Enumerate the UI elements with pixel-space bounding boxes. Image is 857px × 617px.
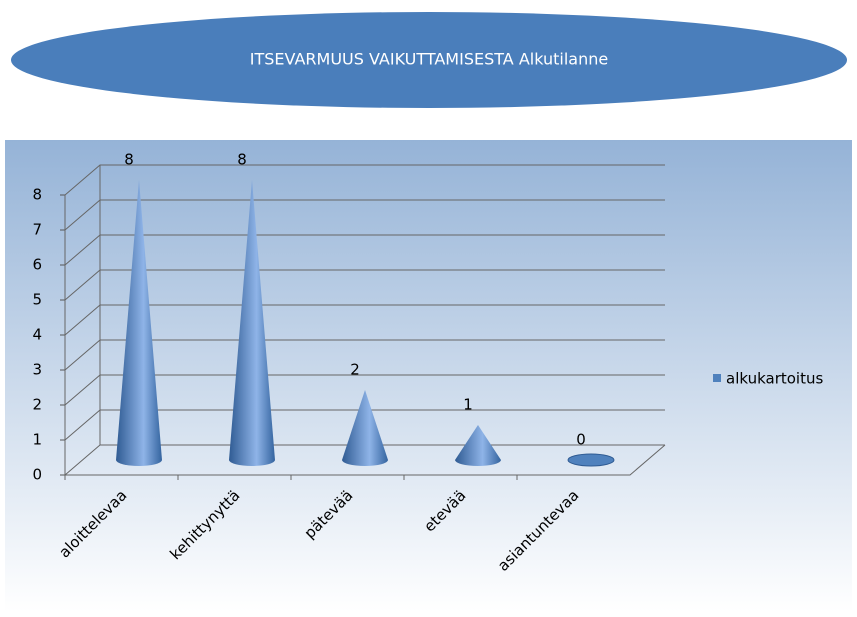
cone: [342, 390, 388, 466]
legend-label: alkukartoitus: [726, 370, 823, 388]
floor-edge: [65, 444, 666, 476]
chart-title: ITSEVARMUUS VAIKUTTAMISESTA Alkutilanne: [250, 50, 608, 69]
data-label: 8: [124, 151, 134, 169]
cone: [229, 180, 275, 466]
y-tick-label: 7: [32, 221, 42, 239]
y-tick-label: 4: [32, 326, 42, 344]
data-label: 8: [237, 151, 247, 169]
y-tick-label: 6: [32, 256, 42, 274]
cone: [567, 453, 615, 467]
y-tick-label: 1: [32, 431, 42, 449]
y-tick-label: 8: [32, 186, 42, 204]
cone: [455, 425, 501, 466]
y-tick-label: 5: [32, 291, 42, 309]
y-tick-label: 0: [32, 466, 42, 484]
y-tick-label: 3: [32, 361, 42, 379]
data-label: 1: [463, 396, 473, 414]
legend-swatch: [713, 374, 721, 382]
data-label: 2: [350, 361, 360, 379]
cone: [116, 180, 162, 466]
title-ellipse: [11, 12, 847, 108]
data-label: 0: [576, 431, 586, 449]
y-tick-label: 2: [32, 396, 42, 414]
